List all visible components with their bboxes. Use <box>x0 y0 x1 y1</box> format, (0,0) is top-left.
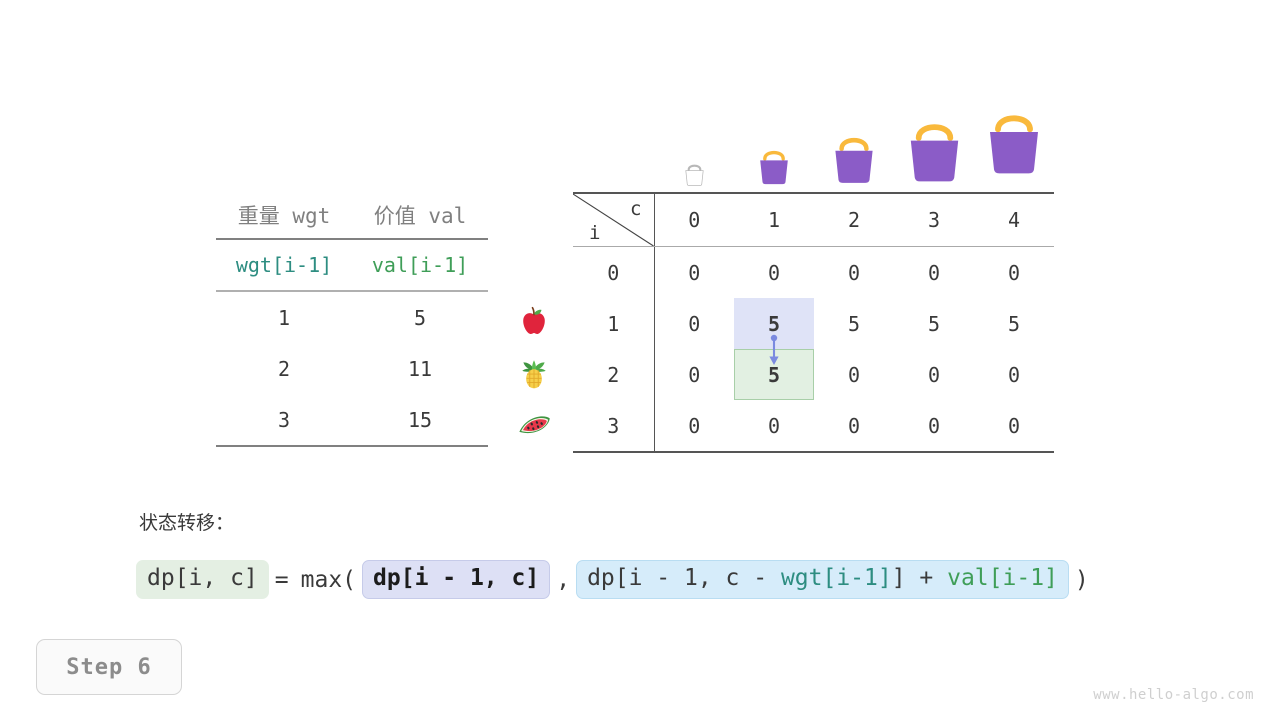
dp-cell-1-3: 5 <box>927 311 941 336</box>
table-row: 3 0 0 0 0 0 <box>573 400 1054 453</box>
bag-icon-capacity-2 <box>814 120 894 188</box>
dp-cell-3-4: 0 <box>974 400 1054 453</box>
bag-icon-capacity-3 <box>894 120 974 188</box>
bag-capacity-icons <box>654 115 1054 188</box>
bag-icon-capacity-4 <box>974 115 1054 188</box>
formula-close-paren: ) <box>1074 566 1089 593</box>
formula-comma: , <box>556 566 571 593</box>
apple-icon <box>508 296 560 347</box>
watermelon-icon <box>508 398 560 449</box>
dp-axis-label-i: i <box>589 222 601 244</box>
dp-cell-0-3: 0 <box>927 260 941 285</box>
dp-cell-1-0: 0 <box>688 311 701 336</box>
table-row: 2 0 5 0 0 0 <box>573 349 1054 400</box>
dp-col-header-3: 3 <box>894 192 974 247</box>
bag-icon-capacity-0 <box>654 120 734 188</box>
table-row: 0 0 0 0 0 0 <box>573 246 1054 298</box>
table-row: 3 15 <box>216 394 488 446</box>
pineapple-icon <box>508 347 560 398</box>
items-subheader-val: val[i-1] <box>371 253 469 277</box>
table-row: 1 5 <box>216 291 488 343</box>
dp-cell-2-0: 0 <box>688 362 701 387</box>
item-value-3: 15 <box>407 407 433 432</box>
dp-cell-1-1: 5 <box>767 311 781 336</box>
step-badge: Step 6 <box>36 639 182 695</box>
dp-cell-0-1: 0 <box>767 260 781 285</box>
dp-axis-corner: i c <box>573 192 655 247</box>
formula-equals: = <box>274 566 289 593</box>
dp-cell-2-1: 5 <box>767 362 781 387</box>
items-subheader-row: wgt[i-1] val[i-1] <box>216 239 488 291</box>
dp-cell-1-2: 5 <box>847 311 861 336</box>
table-row: 2 11 <box>216 343 488 394</box>
dp-col-header-2: 2 <box>814 192 894 247</box>
items-subheader-wgt: wgt[i-1] <box>235 253 333 277</box>
item-value-1: 5 <box>413 305 427 330</box>
watermark: www.hello-algo.com <box>1093 687 1254 703</box>
dp-col-header-0: 0 <box>654 192 734 247</box>
dp-cell-2-4: 0 <box>1007 362 1021 387</box>
transition-label: 状态转移： <box>139 512 235 534</box>
formula-lhs: dp[i, c] <box>136 560 269 599</box>
table-row: 1 0 5 5 5 5 <box>573 298 1054 349</box>
item-weight-2: 2 <box>277 356 291 381</box>
dp-cell-2-3: 0 <box>927 362 941 387</box>
dp-cell-2-2: 0 <box>847 362 861 387</box>
dp-cell-0-2: 0 <box>847 260 861 285</box>
formula-max-open: max( <box>300 566 357 593</box>
dp-row-header-0: 0 <box>573 246 655 298</box>
items-header-value: 价值 val <box>373 204 467 228</box>
state-transition-formula: dp[i, c] = max( dp[i - 1, c] , dp[i - 1,… <box>136 560 1095 599</box>
item-value-2: 11 <box>407 356 433 381</box>
dp-row-header-2: 2 <box>573 349 655 400</box>
item-weight-3: 3 <box>277 407 291 432</box>
item-fruit-icons <box>508 296 560 449</box>
dp-col-header-1: 1 <box>734 192 814 247</box>
dp-row-header-3: 3 <box>573 400 655 453</box>
dp-header-row: i c 0 1 2 3 4 <box>573 192 1054 247</box>
dp-cell-3-2: 0 <box>814 400 894 453</box>
items-header-weight: 重量 wgt <box>237 204 331 228</box>
dp-cell-0-4: 0 <box>1007 260 1021 285</box>
dp-cell-0-0: 0 <box>688 260 701 285</box>
dp-cell-3-1: 0 <box>734 400 814 453</box>
formula-arg2-prefix: dp[i - 1, c - <box>587 565 781 591</box>
formula-arg1: dp[i - 1, c] <box>362 560 551 599</box>
dp-cell-1-4: 5 <box>1007 311 1021 336</box>
bag-icon-capacity-1 <box>734 120 814 188</box>
dp-axis-label-c: c <box>630 198 642 220</box>
formula-arg2-wgt: wgt[i-1] <box>780 565 892 591</box>
items-weight-value-table: 重量 wgt 价值 val wgt[i-1] val[i-1] 1 5 2 11… <box>216 192 488 447</box>
item-weight-1: 1 <box>277 305 291 330</box>
items-header-row: 重量 wgt 价值 val <box>216 192 488 239</box>
dp-cell-3-3: 0 <box>894 400 974 453</box>
dp-table-area: i c 0 1 2 3 4 0 0 0 0 0 0 1 0 <box>573 192 1054 453</box>
dp-cell-3-0: 0 <box>654 400 734 453</box>
dp-col-header-4: 4 <box>974 192 1054 247</box>
formula-arg2-val: val[i-1] <box>947 565 1058 591</box>
formula-arg2: dp[i - 1, c - wgt[i-1]] + val[i-1] <box>576 560 1069 599</box>
dp-row-header-1: 1 <box>573 298 655 349</box>
formula-arg2-mid: ] + <box>891 565 948 591</box>
